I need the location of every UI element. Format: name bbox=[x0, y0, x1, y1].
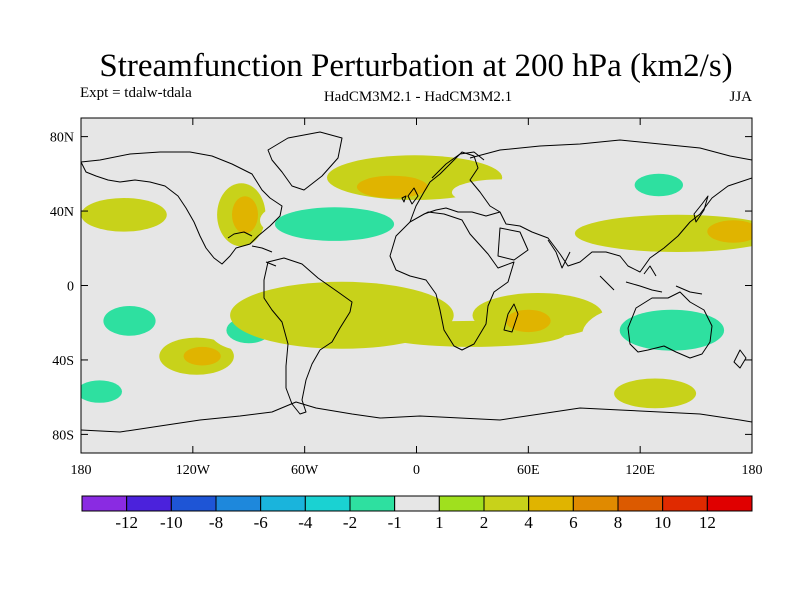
lat-tick-label: 80N bbox=[50, 131, 74, 146]
colorbar-tick-label: -8 bbox=[209, 513, 223, 532]
coastline-japan bbox=[693, 195, 709, 223]
colorbar-swatch bbox=[215, 495, 262, 512]
lon-tick-label: 120E bbox=[625, 463, 655, 478]
contour-region-4 bbox=[232, 196, 258, 234]
coastline-north-america bbox=[81, 151, 283, 265]
contour-region-29 bbox=[614, 378, 697, 409]
coastline-south-america bbox=[263, 257, 353, 415]
contour-region-14 bbox=[472, 279, 518, 292]
coastline-antarctica bbox=[81, 401, 752, 433]
colorbar: -12 -10 -8 -6 -4 -2 -1 1 2 4 6 8 10 12 bbox=[81, 495, 753, 532]
coastline-madagascar bbox=[503, 303, 519, 333]
colorbar-tick-label: 10 bbox=[654, 513, 671, 532]
colorbar-swatch bbox=[349, 495, 396, 512]
coastline-scandinavia bbox=[431, 151, 485, 179]
contour-region-18 bbox=[81, 380, 122, 403]
contour-region-2 bbox=[168, 196, 199, 241]
colorbar-swatch bbox=[126, 495, 172, 512]
coastline-asia bbox=[469, 139, 752, 273]
colorbar-swatch bbox=[260, 495, 306, 512]
colorbar-swatch bbox=[394, 495, 440, 512]
coastline-africa bbox=[389, 211, 515, 351]
lat-tick-label: 40N bbox=[50, 205, 74, 220]
coastline-layer bbox=[81, 131, 752, 433]
colorbar-swatch bbox=[662, 495, 708, 512]
contour-region-11 bbox=[634, 173, 683, 197]
colorbar-tick-label: 4 bbox=[524, 513, 533, 532]
colorbar-tick-label: 8 bbox=[614, 513, 623, 532]
season-label: JJA bbox=[729, 89, 752, 105]
colorbar-tick-label: 12 bbox=[699, 513, 716, 532]
colorbar-tick-label: 2 bbox=[480, 513, 489, 532]
colorbar-tick-label: -4 bbox=[298, 513, 313, 532]
coastline-indonesia bbox=[599, 265, 703, 295]
colorbar-swatch bbox=[304, 495, 351, 512]
contour-region-8 bbox=[356, 175, 428, 199]
coastline-new-zealand bbox=[733, 349, 747, 369]
contour-region-12 bbox=[574, 214, 752, 252]
lon-tick-label: 60E bbox=[517, 463, 540, 478]
experiment-label: Expt = tdalw-tdala bbox=[80, 85, 192, 101]
lat-tick-label: 40S bbox=[52, 354, 74, 369]
colorbar-swatch bbox=[706, 495, 753, 512]
contour-fill-layer bbox=[81, 155, 752, 411]
lat-tick-label: 0 bbox=[67, 280, 74, 295]
lon-tick-label: 120W bbox=[176, 463, 211, 478]
colorbar-tick-label: -6 bbox=[254, 513, 268, 532]
colorbar-tick-label: -12 bbox=[115, 513, 138, 532]
colorbar-tick-label: 1 bbox=[435, 513, 444, 532]
lon-tick-label: 60W bbox=[291, 463, 319, 478]
colorbar-tick-label: -1 bbox=[388, 513, 402, 532]
colorbar-tick-label: -2 bbox=[343, 513, 357, 532]
contour-region-6 bbox=[274, 207, 395, 241]
colorbar-swatch bbox=[528, 495, 574, 512]
contour-region-28 bbox=[619, 309, 725, 351]
colorbar-swatch bbox=[170, 495, 217, 512]
coastline-arabia-india bbox=[497, 227, 571, 269]
contour-region-13 bbox=[707, 220, 752, 243]
colorbar-swatch bbox=[617, 495, 664, 512]
coastline-europe bbox=[409, 151, 501, 223]
coastline-british-isles bbox=[401, 187, 419, 205]
coastline-greenland bbox=[267, 131, 343, 191]
coastline-australia bbox=[627, 291, 713, 359]
model-label: HadCM3M2.1 - HadCM3M2.1 bbox=[324, 89, 512, 105]
contour-region-30 bbox=[733, 332, 752, 407]
map-axes: 180 120W 60W 0 60E 120E 180 80N 40N 0 40S 80S bbox=[50, 118, 763, 478]
lon-tick-label: 0 bbox=[413, 463, 420, 478]
lon-tick-label: 180 bbox=[742, 463, 763, 478]
colorbar-tick-label: -10 bbox=[160, 513, 183, 532]
colorbar-swatch bbox=[572, 495, 619, 512]
lat-tick-label: 80S bbox=[52, 428, 74, 443]
chart-title: Streamfunction Perturbation at 200 hPa (… bbox=[99, 48, 732, 84]
colorbar-swatch bbox=[438, 495, 485, 512]
colorbar-swatch bbox=[81, 495, 128, 512]
contour-region-1 bbox=[81, 198, 167, 232]
contour-region-16 bbox=[103, 306, 156, 336]
colorbar-tick-label: 6 bbox=[569, 513, 578, 532]
lon-tick-label: 180 bbox=[71, 463, 92, 478]
contour-region-9 bbox=[451, 179, 549, 206]
contour-region-20 bbox=[183, 346, 221, 366]
colorbar-swatch bbox=[483, 495, 530, 512]
